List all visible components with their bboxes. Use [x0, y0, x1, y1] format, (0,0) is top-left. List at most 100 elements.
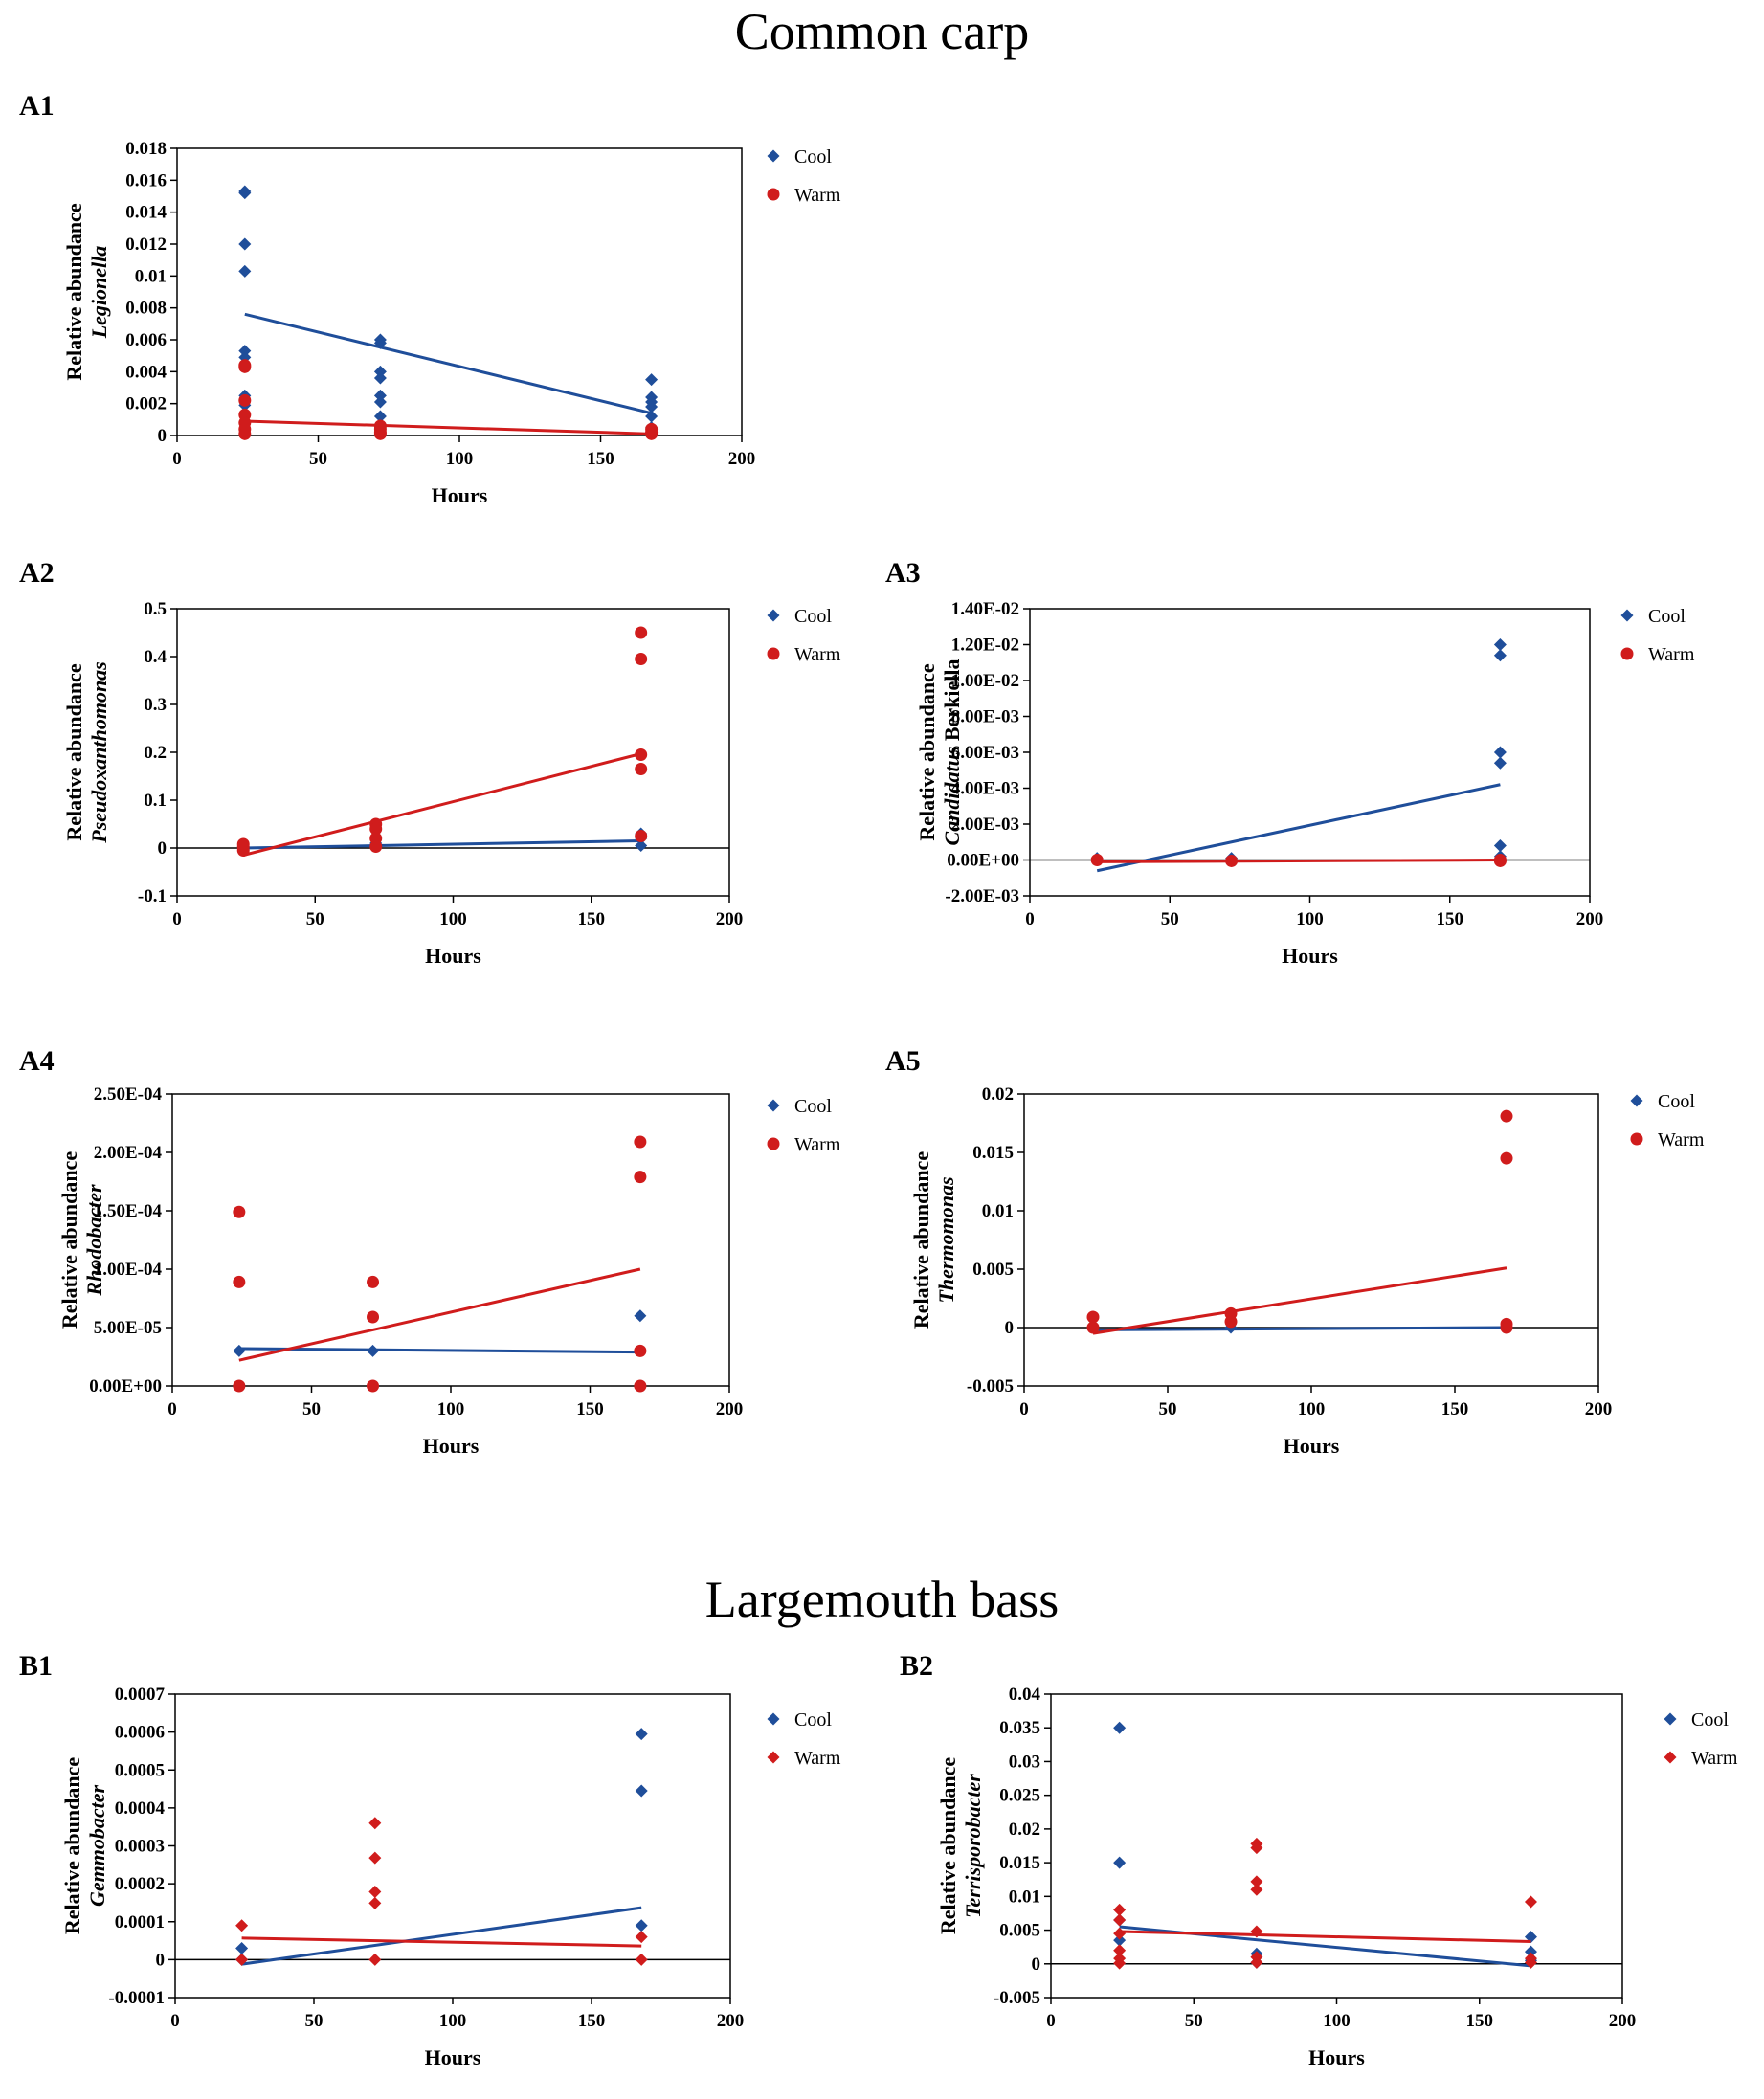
data-point-warm	[369, 840, 383, 853]
x-axis-label: Hours	[425, 2045, 481, 2069]
data-point-warm	[236, 844, 250, 857]
data-point-warm	[1250, 1875, 1263, 1888]
section-title-common-carp: Common carp	[734, 3, 1030, 60]
y-tick-label: 0.025	[999, 1786, 1040, 1806]
x-tick-label: 0	[1025, 909, 1035, 929]
panel-label: B1	[19, 1650, 53, 1682]
data-point-warm	[367, 1379, 380, 1393]
data-point-warm	[1500, 1321, 1513, 1334]
data-point-warm	[369, 822, 383, 836]
x-tick-label: 100	[446, 449, 474, 469]
x-axis-label: Hours	[425, 944, 481, 968]
y-tick-label: 0.008	[125, 299, 167, 319]
y-tick-label: 6.00E-03	[951, 743, 1019, 763]
y-axis-label-line1: Relative abundance	[936, 1757, 960, 1934]
y-tick-label: 0.5	[144, 599, 167, 619]
legend-marker-cool	[1664, 1712, 1677, 1726]
x-tick-label: 200	[1585, 1399, 1613, 1419]
x-tick-label: 200	[1609, 2011, 1637, 2031]
data-point-cool	[373, 389, 387, 402]
x-tick-label: 150	[578, 2011, 606, 2031]
y-tick-label: 0.3	[144, 695, 167, 715]
data-point-warm	[635, 1931, 648, 1944]
y-tick-label: 0.2	[144, 743, 167, 763]
y-axis-label-line2: Terrisporobacter	[961, 1774, 985, 1918]
data-point-warm	[367, 1275, 380, 1288]
y-tick-label: 0.012	[125, 234, 167, 255]
legend-marker-cool	[1630, 1094, 1643, 1107]
x-tick-label: 100	[439, 2011, 467, 2031]
y-tick-label: 1.50E-04	[94, 1201, 163, 1221]
y-tick-label: 0.4	[144, 647, 167, 667]
legend-marker-warm	[767, 188, 780, 201]
y-axis-label: Relative abundanceThermomonas	[909, 1151, 958, 1329]
x-tick-label: 100	[439, 909, 467, 929]
legend-marker-cool	[767, 1099, 780, 1112]
data-point-warm	[635, 748, 648, 761]
x-tick-label: 150	[1437, 909, 1464, 929]
data-point-cool	[373, 371, 387, 385]
data-point-cool	[635, 1784, 648, 1798]
y-tick-label: 2.00E-03	[951, 815, 1019, 835]
trendline-cool	[244, 312, 652, 415]
y-tick-label: 1.20E-02	[951, 636, 1019, 656]
chart-a3: A3 -2.00E-03 0.00E+00 2.00E-03 4.00E-03 6.00E…	[885, 557, 1695, 968]
data-point-cool	[373, 395, 387, 409]
trendline-cool	[1096, 783, 1501, 873]
y-axis-label: Relative abundanceGemmobacter	[60, 1757, 109, 1934]
y-tick-label: 0.0002	[115, 1874, 165, 1894]
y-axis-label-line1: Relative abundance	[62, 203, 86, 380]
legend-marker-warm	[1630, 1132, 1643, 1146]
legend-marker-warm	[1620, 647, 1634, 660]
data-point-warm	[1090, 854, 1104, 866]
data-point-warm	[1086, 1310, 1100, 1324]
data-point-cool	[634, 1309, 647, 1323]
x-axis-label: Hours	[1308, 2045, 1365, 2069]
data-point-warm	[1250, 1955, 1263, 1969]
y-tick-label: 0.02	[1009, 1820, 1040, 1840]
chart-a1: A1 0 0.002 0.004 0.006 0.008 0.01 0.012 0.014 0.0…	[19, 90, 841, 507]
data-point-cool	[635, 839, 648, 852]
plot-frame	[174, 1693, 731, 1999]
data-point-warm	[1493, 854, 1507, 867]
panel-label: A3	[885, 557, 921, 589]
data-point-warm	[233, 1275, 246, 1288]
data-point-warm	[235, 1953, 249, 1966]
data-point-warm	[368, 1851, 382, 1865]
x-tick-label: 0	[167, 1399, 177, 1419]
x-tick-label: 150	[587, 449, 614, 469]
y-axis-label: Relative abundanceRhodobacter	[57, 1151, 106, 1329]
legend-label-cool: Cool	[794, 1096, 832, 1117]
y-tick-label: 0.00E+00	[89, 1376, 162, 1396]
y-tick-label: 0.014	[125, 203, 167, 223]
x-axis-label: Hours	[1282, 944, 1338, 968]
plot-frame	[176, 147, 743, 436]
legend-marker-cool	[767, 609, 780, 622]
data-point-cool	[235, 1941, 249, 1954]
trendline-warm	[238, 1267, 641, 1362]
y-tick-label: 0.0003	[115, 1837, 165, 1857]
y-tick-label: -0.005	[994, 1988, 1040, 2008]
trendline-warm	[1119, 1930, 1531, 1944]
y-tick-label: 0	[1032, 1954, 1041, 1975]
y-tick-label: 0.03	[1009, 1752, 1040, 1772]
data-point-cool	[238, 264, 252, 278]
data-point-warm	[368, 1953, 382, 1966]
data-point-cool	[233, 1344, 246, 1357]
x-tick-label: 200	[716, 1399, 744, 1419]
legend-label-cool: Cool	[794, 146, 832, 167]
trendline-warm	[241, 1936, 642, 1948]
data-point-warm	[1250, 1842, 1263, 1855]
data-point-cool	[1493, 839, 1507, 852]
y-axis-label-genus-italic: Candidatus	[940, 741, 964, 845]
data-point-cool	[373, 410, 387, 423]
y-tick-label: 1.00E-04	[94, 1260, 163, 1280]
y-tick-label: 0.035	[999, 1718, 1040, 1738]
y-tick-label: 0.01	[1009, 1887, 1040, 1907]
y-tick-label: 0.016	[125, 170, 167, 190]
x-tick-label: 50	[309, 449, 327, 469]
y-axis-label-line2: Legionella	[87, 246, 111, 340]
data-point-warm	[645, 427, 659, 440]
x-tick-label: 50	[305, 2011, 324, 2031]
y-axis-label-line1: Relative abundance	[60, 1757, 84, 1934]
